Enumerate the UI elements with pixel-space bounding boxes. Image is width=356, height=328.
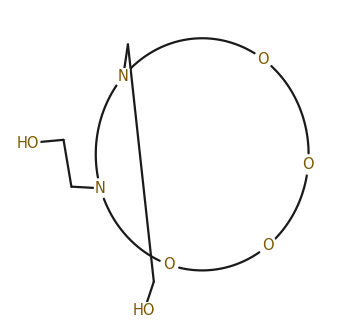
Text: O: O xyxy=(262,238,273,253)
Text: N: N xyxy=(118,69,129,84)
Text: HO: HO xyxy=(17,135,39,151)
Text: O: O xyxy=(302,157,314,172)
Text: HO: HO xyxy=(133,303,155,318)
Text: O: O xyxy=(257,52,269,67)
Text: N: N xyxy=(95,181,106,196)
Text: O: O xyxy=(163,257,175,272)
